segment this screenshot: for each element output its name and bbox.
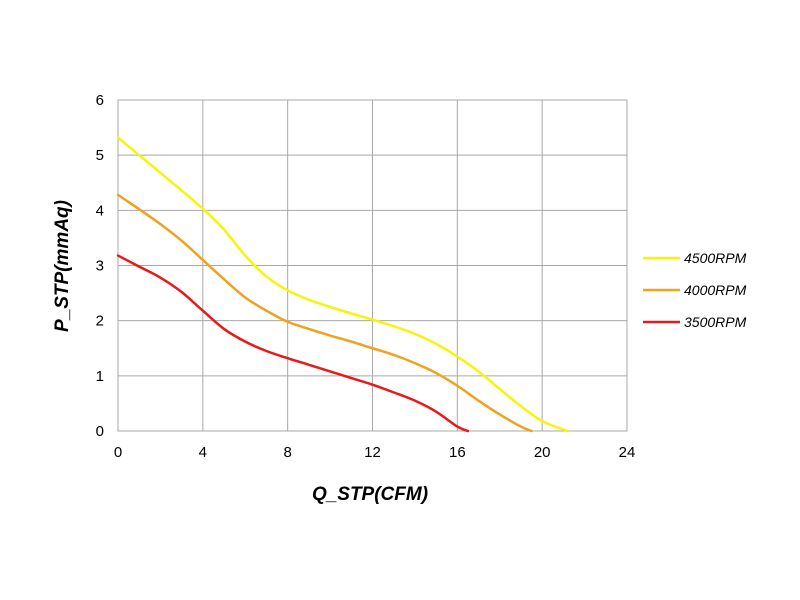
- series-lines: [116, 136, 569, 433]
- x-axis-title: Q_STP(CFM): [312, 484, 428, 505]
- x-tick-label: 20: [534, 444, 551, 461]
- y-tick-label: 0: [96, 423, 104, 440]
- series-line-4500rpm: [116, 136, 569, 433]
- legend-label: 4000RPM: [684, 282, 747, 298]
- y-tick-label: 6: [96, 92, 104, 109]
- x-tick-label: 8: [283, 444, 291, 461]
- y-axis-title: P_STP(mmAq): [52, 200, 73, 332]
- legend-label: 4500RPM: [684, 250, 747, 266]
- y-tick-label: 5: [96, 147, 104, 164]
- legend: 4500RPM 4000RPM 3500RPM: [643, 250, 747, 330]
- x-axis-ticks: 0 4 8 12 16 20 24: [114, 444, 636, 461]
- x-tick-label: 4: [199, 444, 207, 461]
- y-tick-label: 4: [96, 202, 104, 219]
- y-tick-label: 2: [96, 313, 104, 330]
- x-tick-label: 0: [114, 444, 122, 461]
- legend-label: 3500RPM: [684, 314, 747, 330]
- x-tick-label: 12: [364, 444, 381, 461]
- plot-frame: [117, 99, 628, 432]
- y-tick-label: 3: [96, 258, 104, 275]
- series-line-3500rpm: [116, 254, 470, 433]
- y-axis-ticks: 0 1 2 3 4 5 6: [96, 92, 104, 440]
- gridlines: [117, 99, 628, 432]
- series-line-4000rpm: [116, 193, 533, 433]
- x-tick-label: 24: [619, 444, 636, 461]
- y-tick-label: 1: [96, 368, 104, 385]
- x-tick-label: 16: [449, 444, 466, 461]
